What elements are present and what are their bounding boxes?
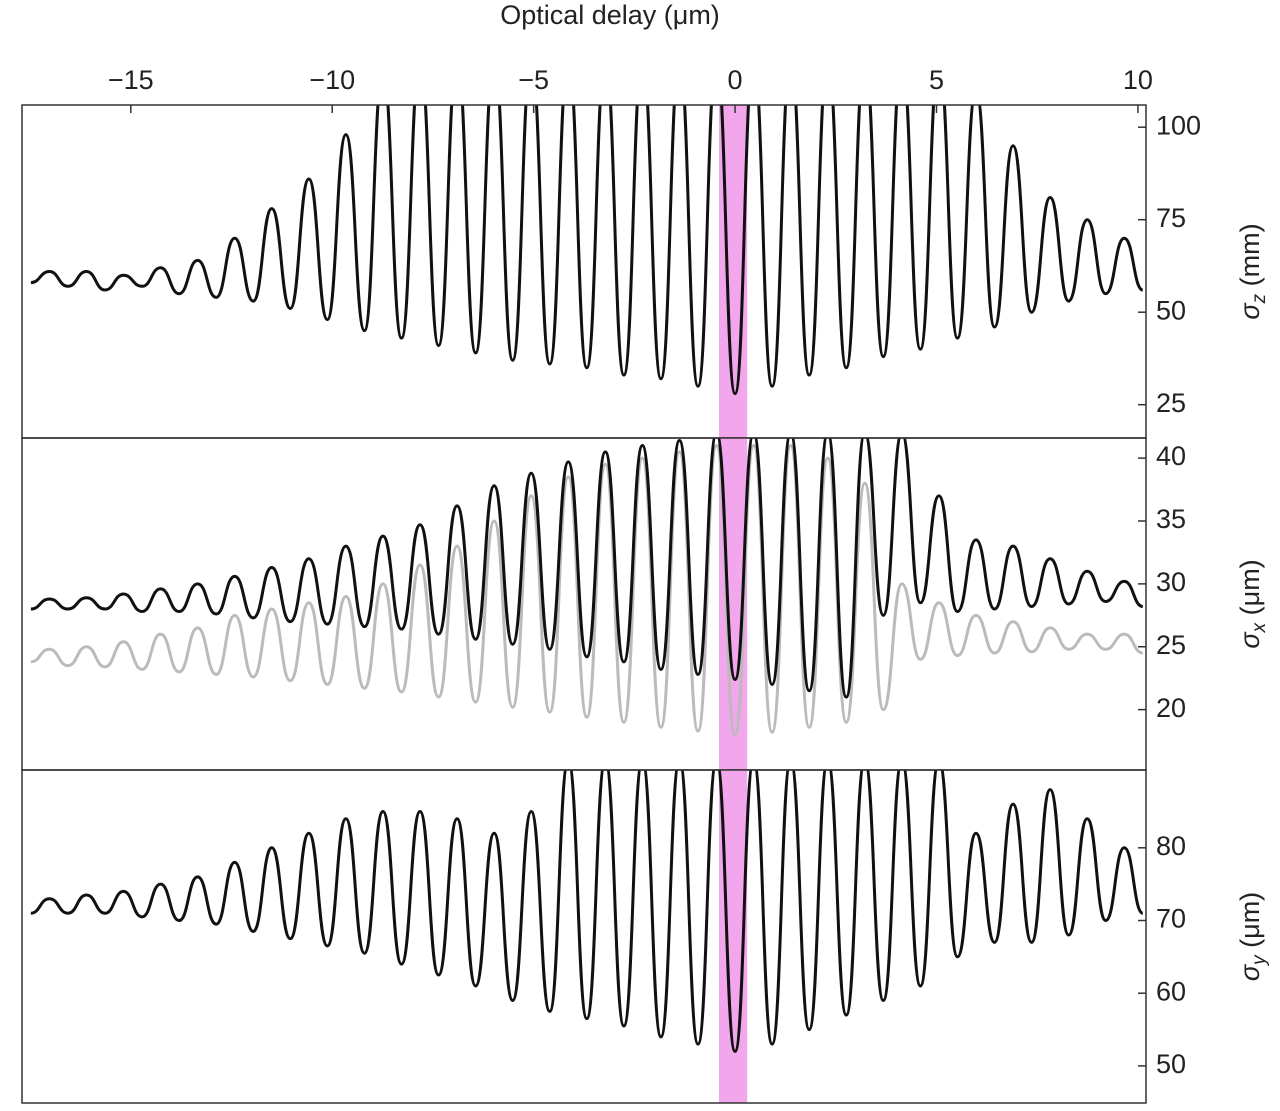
y-tick-label: 100 [1156,110,1201,140]
y-tick-label: 20 [1156,693,1186,723]
y-label-symbol: σ [1235,302,1265,320]
y-axis-label: σz (mm) [1235,223,1270,319]
y-label-subscript: z [1249,293,1270,304]
y-axis-label: σy (μm) [1235,892,1270,981]
x-tick-label: 10 [1123,65,1153,95]
panel-frame [21,437,1147,771]
data-line [30,105,1144,396]
x-tick-label: −15 [108,65,154,95]
y-tick-label: 80 [1156,831,1186,861]
y-label-unit: (μm) [1235,892,1265,948]
data-line [30,444,1144,737]
y-label-symbol: σ [1235,963,1265,981]
y-tick-label: 50 [1156,1049,1186,1079]
data-line [30,438,1144,699]
y-tick-label: 40 [1156,441,1186,471]
y-tick-label: 50 [1156,295,1186,325]
x-tick-label: −5 [518,65,549,95]
x-axis-label: Optical delay (μm) [500,0,720,30]
y-tick-label: 70 [1156,904,1186,934]
y-tick-label: 75 [1156,203,1186,233]
y-tick-label: 25 [1156,388,1186,418]
y-label-gap [1235,948,1265,956]
y-tick-label: 35 [1156,504,1186,534]
data-line [30,770,1144,1053]
y-label-unit: (μm) [1235,559,1265,615]
y-tick-label: 30 [1156,567,1186,597]
y-tick-label: 60 [1156,976,1186,1006]
y-label-unit: (mm) [1235,223,1265,286]
panel-frame [21,769,1147,1104]
y-axis-label: σx (μm) [1235,559,1270,648]
y-label-subscript: y [1249,954,1270,967]
y-label-gap [1235,286,1265,294]
y-label-subscript: x [1249,621,1270,633]
x-tick-label: 5 [929,65,944,95]
y-label-gap [1235,615,1265,623]
x-tick-label: 0 [728,65,743,95]
y-label-symbol: σ [1235,631,1265,649]
y-tick-label: 25 [1156,630,1186,660]
x-tick-label: −10 [309,65,355,95]
